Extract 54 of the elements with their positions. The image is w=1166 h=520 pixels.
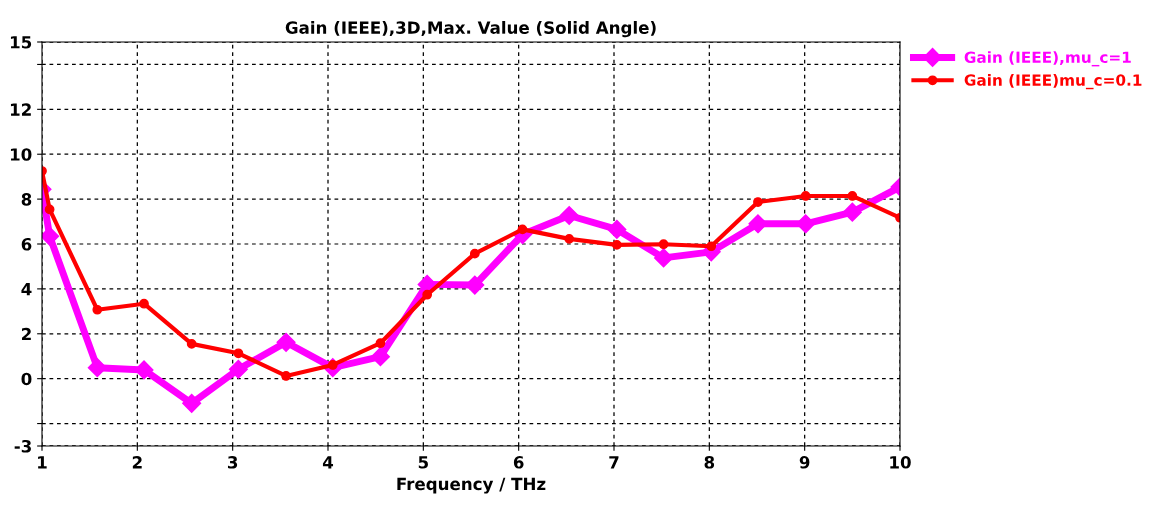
x-tick-label: 8 <box>704 456 715 469</box>
point <box>139 298 149 309</box>
point <box>847 191 858 201</box>
point <box>753 197 763 207</box>
point <box>748 214 768 234</box>
point <box>375 338 386 349</box>
point <box>370 347 390 367</box>
legend-label: Gain (IEEE)mu_c=0.1 <box>964 74 1142 90</box>
point <box>233 348 244 359</box>
x-tick-label: 9 <box>799 456 810 469</box>
point <box>800 191 811 201</box>
point <box>607 219 627 239</box>
x-axis-title: Frequency / THz <box>397 477 546 494</box>
x-tick-label: 2 <box>132 456 142 469</box>
x-tick-label: 10 <box>890 456 911 469</box>
point <box>706 241 717 252</box>
y-tick-label: 2 <box>22 327 31 341</box>
point <box>465 275 485 295</box>
point <box>422 289 433 300</box>
point <box>134 360 154 380</box>
x-tick-label: 3 <box>227 456 238 469</box>
point <box>658 239 669 250</box>
point <box>42 226 60 246</box>
x-tick-label: 6 <box>513 456 524 469</box>
point <box>469 248 480 259</box>
point <box>276 332 296 352</box>
point <box>564 233 575 244</box>
y-tick-label: 0 <box>21 372 32 386</box>
point <box>796 214 816 234</box>
x-tick-label: 1 <box>38 456 47 469</box>
point <box>44 204 55 215</box>
point <box>842 202 862 222</box>
x-tick-label: 7 <box>609 456 619 469</box>
point <box>182 393 202 413</box>
point <box>186 339 197 349</box>
x-tick-label: 4 <box>322 456 334 469</box>
y-tick-label: 4 <box>21 283 32 296</box>
y-tick-label: 15 <box>10 36 32 49</box>
point <box>559 205 579 226</box>
point <box>87 358 107 378</box>
y-tick-label: 12 <box>10 103 31 116</box>
point <box>654 248 674 268</box>
legend-label: Gain (IEEE),mu_c=1 <box>964 51 1131 67</box>
point <box>228 359 248 379</box>
chart-title: Gain (IEEE),3D,Max. Value (Solid Angle) <box>285 21 656 38</box>
y-tick-label: 10 <box>10 148 32 161</box>
point <box>417 274 437 294</box>
point <box>611 240 622 250</box>
y-tick-label: 6 <box>21 237 32 251</box>
point <box>92 304 103 315</box>
x-tick-label: 5 <box>418 456 428 469</box>
point <box>281 371 291 381</box>
y-tick-label: -3 <box>14 439 31 453</box>
y-tick-label: 8 <box>21 193 32 206</box>
